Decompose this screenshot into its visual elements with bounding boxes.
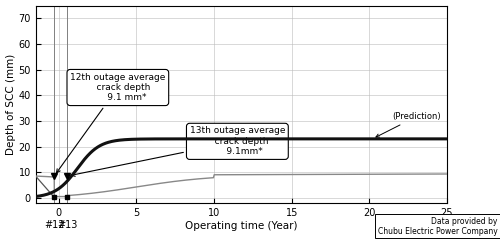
X-axis label: Operating time (Year): Operating time (Year) <box>185 221 298 231</box>
Text: #13: #13 <box>57 220 78 230</box>
Text: #12: #12 <box>44 220 64 230</box>
Text: (Prediction): (Prediction) <box>376 112 441 137</box>
Text: 12th outage average
    crack depth
      9.1 mm*: 12th outage average crack depth 9.1 mm* <box>56 73 166 173</box>
Text: 13th outage average
   crack depth
     9.1mm*: 13th outage average crack depth 9.1mm* <box>72 126 285 176</box>
Y-axis label: Depth of SCC (mm): Depth of SCC (mm) <box>6 54 16 155</box>
Text: Data provided by
Chubu Electric Power Company: Data provided by Chubu Electric Power Co… <box>378 217 498 236</box>
